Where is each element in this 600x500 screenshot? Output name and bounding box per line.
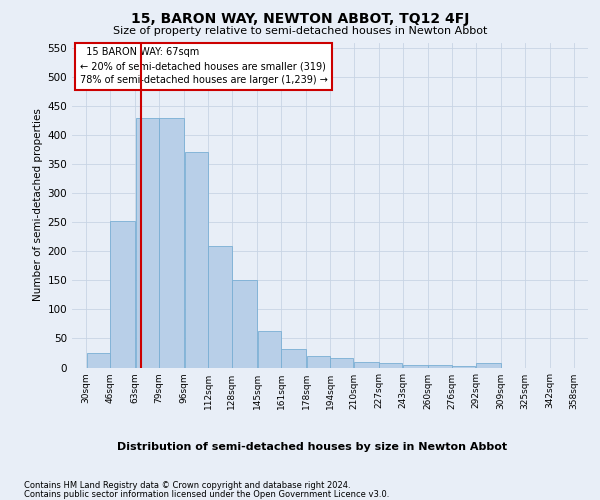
- Bar: [452, 366, 475, 368]
- Y-axis label: Number of semi-detached properties: Number of semi-detached properties: [33, 108, 43, 302]
- Text: Contains HM Land Registry data © Crown copyright and database right 2024.: Contains HM Land Registry data © Crown c…: [24, 481, 350, 490]
- Bar: [307, 356, 329, 368]
- Bar: [403, 364, 428, 368]
- Bar: [257, 331, 281, 368]
- Text: Contains public sector information licensed under the Open Government Licence v3: Contains public sector information licen…: [24, 490, 389, 499]
- Bar: [379, 364, 403, 368]
- Bar: [331, 358, 353, 368]
- Bar: [208, 246, 232, 368]
- Bar: [232, 280, 257, 368]
- Bar: [281, 349, 306, 368]
- Bar: [476, 364, 500, 368]
- Bar: [86, 353, 110, 368]
- Text: 15 BARON WAY: 67sqm
← 20% of semi-detached houses are smaller (319)
78% of semi-: 15 BARON WAY: 67sqm ← 20% of semi-detach…: [80, 48, 328, 86]
- Bar: [354, 362, 379, 368]
- Bar: [110, 220, 135, 368]
- Bar: [428, 364, 452, 368]
- Bar: [185, 152, 208, 368]
- Bar: [160, 118, 184, 368]
- Text: Distribution of semi-detached houses by size in Newton Abbot: Distribution of semi-detached houses by …: [117, 442, 507, 452]
- Text: 15, BARON WAY, NEWTON ABBOT, TQ12 4FJ: 15, BARON WAY, NEWTON ABBOT, TQ12 4FJ: [131, 12, 469, 26]
- Bar: [136, 118, 159, 368]
- Text: Size of property relative to semi-detached houses in Newton Abbot: Size of property relative to semi-detach…: [113, 26, 487, 36]
